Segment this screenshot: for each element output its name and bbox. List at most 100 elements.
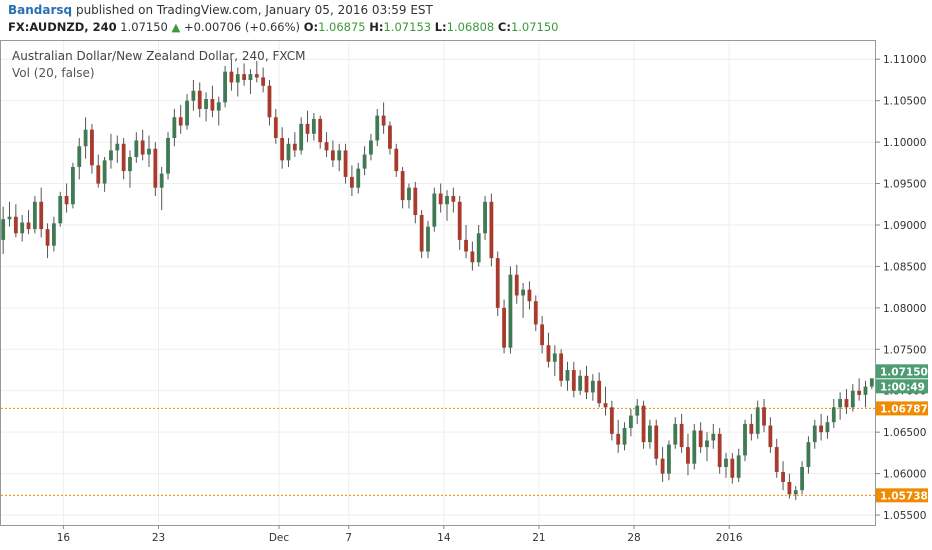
candle-body bbox=[102, 160, 107, 184]
candle-body bbox=[121, 143, 126, 172]
candle-body bbox=[197, 90, 202, 109]
price-label: 1.07150 bbox=[880, 366, 928, 378]
candle-body bbox=[64, 195, 69, 205]
candle-body bbox=[388, 125, 392, 149]
open-label: O: bbox=[303, 20, 319, 34]
candle-body bbox=[540, 324, 545, 346]
candle-body bbox=[755, 407, 760, 434]
candle-body bbox=[115, 143, 120, 151]
candle-body bbox=[667, 444, 671, 474]
candle-body bbox=[324, 142, 329, 151]
candle-body bbox=[597, 380, 602, 404]
x-tick-label: Dec bbox=[269, 532, 290, 544]
candle-body bbox=[616, 433, 621, 445]
candle-body bbox=[400, 171, 405, 201]
support-lines bbox=[1, 407, 875, 496]
publish-info: published on TradingView.com, January 05… bbox=[75, 3, 433, 17]
candle-body bbox=[717, 433, 722, 467]
y-tick-label: 1.08500 bbox=[883, 261, 926, 273]
candle-body bbox=[147, 148, 151, 155]
candle-body bbox=[242, 74, 247, 80]
candle-body bbox=[362, 154, 367, 169]
candle-body bbox=[768, 425, 773, 448]
candle-body bbox=[39, 201, 44, 230]
x-tick-label: 23 bbox=[152, 532, 165, 544]
candle-body bbox=[26, 222, 31, 230]
candle-body bbox=[432, 193, 437, 227]
candle-body bbox=[426, 226, 430, 252]
candle-body bbox=[248, 74, 253, 80]
candle-body bbox=[793, 490, 798, 495]
candle-body bbox=[508, 274, 513, 348]
candle-body bbox=[774, 447, 779, 472]
price-chart[interactable]: 1.11000 1.10500 1.10000 1.09500 1.09000 1.085… bbox=[0, 40, 932, 550]
candle-body bbox=[235, 74, 240, 83]
symbol-label: FX:AUDNZD, 240 bbox=[8, 20, 117, 34]
candle-body bbox=[90, 129, 94, 166]
candle-body bbox=[210, 99, 215, 111]
candle-body bbox=[831, 407, 836, 423]
y-tick-label: 1.09500 bbox=[883, 179, 926, 191]
price-label: 1.06787 bbox=[880, 403, 928, 415]
close-value: 1.07150 bbox=[510, 20, 559, 34]
candle-body bbox=[502, 307, 506, 348]
candle-body bbox=[13, 216, 18, 234]
candle-body bbox=[819, 425, 824, 433]
x-tick-label: 7 bbox=[345, 532, 352, 544]
candle-body bbox=[470, 251, 475, 263]
candle-body bbox=[369, 140, 373, 155]
candle-body bbox=[280, 137, 285, 161]
x-tick-label: 28 bbox=[627, 532, 640, 544]
candle-body bbox=[58, 195, 63, 224]
candle-body bbox=[438, 193, 443, 205]
candle-body bbox=[134, 140, 139, 158]
candle-body bbox=[71, 166, 75, 205]
time-axis[interactable]: 16 23 Dec 7 14 21 28 2016 bbox=[57, 525, 743, 544]
grid bbox=[1, 41, 875, 525]
candle-body bbox=[825, 422, 830, 433]
candle-body bbox=[216, 102, 221, 111]
price-label: 1:00:49 bbox=[880, 381, 925, 393]
candle-body bbox=[654, 425, 659, 459]
candle-body bbox=[635, 405, 640, 416]
candle-body bbox=[571, 370, 576, 391]
candle-body bbox=[191, 90, 196, 101]
candle-body bbox=[489, 201, 494, 259]
candle-body bbox=[305, 123, 310, 134]
author-link[interactable]: Bandarsq bbox=[8, 3, 73, 17]
candle-body bbox=[223, 71, 227, 103]
x-tick-label: 21 bbox=[532, 532, 545, 544]
candle-body bbox=[51, 223, 56, 246]
candle-body bbox=[96, 165, 101, 184]
candle-body bbox=[407, 187, 411, 201]
candle-body bbox=[343, 150, 348, 177]
candle-body bbox=[77, 146, 82, 167]
candle-body bbox=[273, 117, 278, 138]
candle-body bbox=[419, 215, 424, 252]
candle-body bbox=[724, 458, 728, 467]
candle-body bbox=[261, 77, 266, 86]
candle-body bbox=[286, 143, 291, 161]
candle-body bbox=[267, 85, 272, 118]
high-value: 1.07153 bbox=[383, 20, 432, 34]
candle-body bbox=[381, 115, 386, 126]
candle-body bbox=[318, 118, 323, 143]
candle-body bbox=[787, 481, 792, 495]
y-tick-label: 1.09000 bbox=[883, 220, 926, 232]
candle-body bbox=[660, 458, 665, 474]
candle-body bbox=[178, 117, 183, 126]
candle-body bbox=[153, 148, 158, 188]
symbol-line: FX:AUDNZD, 240 1.07150 ▲ +0.00706 (+0.66… bbox=[8, 20, 559, 34]
candle-body bbox=[457, 201, 462, 240]
candle-body bbox=[546, 345, 551, 362]
x-tick-label: 14 bbox=[437, 532, 451, 544]
y-tick-label: 1.05500 bbox=[883, 510, 926, 522]
price-axis[interactable]: 1.11000 1.10500 1.10000 1.09500 1.09000 1.085… bbox=[875, 54, 926, 522]
candle-body bbox=[812, 425, 817, 443]
candle-body bbox=[679, 423, 684, 448]
candle-body bbox=[451, 195, 456, 202]
candle-body bbox=[476, 233, 481, 263]
candle-body bbox=[109, 150, 113, 161]
candle-body bbox=[495, 258, 500, 308]
candle-body bbox=[743, 423, 747, 456]
